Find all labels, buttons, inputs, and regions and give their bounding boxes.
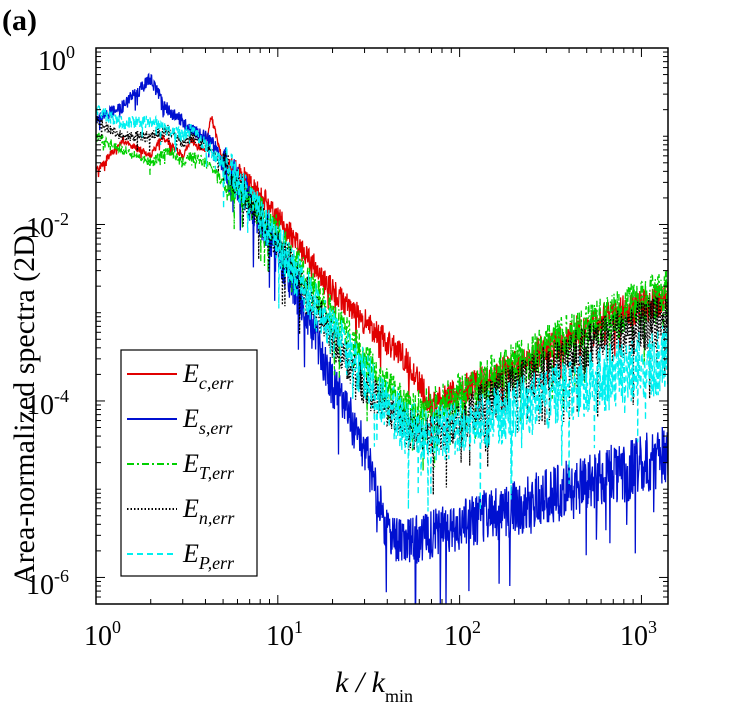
y-tick-labels: 100 10-2 10-4 10-6 (26, 42, 75, 601)
y-tick-label-3: 10-6 (26, 566, 69, 601)
x-tick-label-2: 102 (444, 617, 481, 652)
legend: Ec,err Es,err ET,err En,err EP,err (120, 349, 258, 577)
series-line-e-p (96, 104, 668, 512)
legend-entry-n: En,err (127, 494, 235, 528)
legend-label-n: En,err (182, 494, 235, 528)
x-tick-label-0: 100 (84, 617, 121, 652)
ticks-layer (95, 47, 668, 605)
x-axis-label: k / kmin (335, 666, 413, 706)
legend-label-t: ET,err (182, 449, 235, 483)
series-layer (96, 72, 668, 604)
y-tick-label-2: 10-4 (26, 386, 69, 421)
legend-label-c: Ec,err (182, 359, 234, 393)
legend-entry-c: Ec,err (127, 359, 234, 393)
y-tick-label-1: 10-2 (26, 209, 69, 244)
x-tick-label-3: 103 (620, 617, 657, 652)
x-tick-labels: 100 101 102 103 (84, 617, 657, 652)
legend-entry-p: EP,err (127, 539, 235, 573)
legend-entry-t: ET,err (127, 449, 235, 483)
y-axis-label: Area-normalized spectra (2D) (8, 225, 41, 585)
x-tick-label-1: 101 (266, 617, 303, 652)
series-line-e-t (96, 132, 668, 472)
legend-entry-s: Es,err (127, 404, 233, 438)
legend-label-s: Es,err (182, 404, 233, 438)
y-tick-label-0: 100 (38, 42, 75, 77)
panel-label: (a) (2, 4, 37, 37)
legend-label-p: EP,err (182, 539, 235, 573)
